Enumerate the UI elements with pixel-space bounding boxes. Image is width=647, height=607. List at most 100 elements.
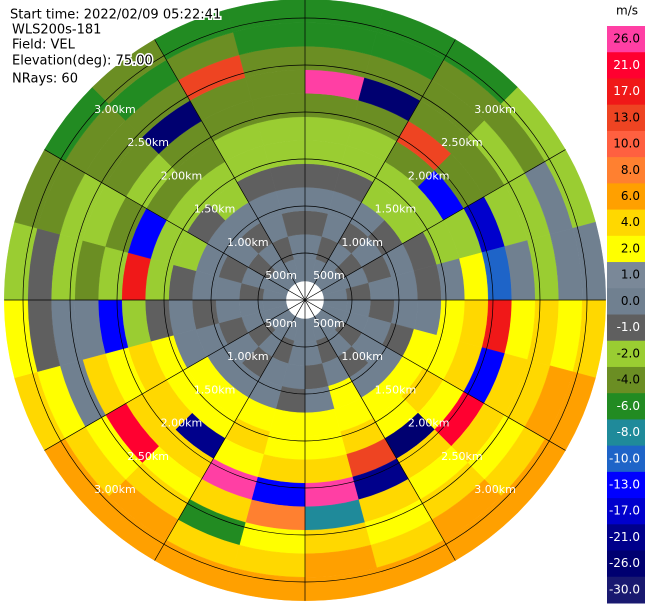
elevation: Elevation(deg): 75.00 xyxy=(12,54,153,69)
colorbar-label: -13.0 xyxy=(609,477,640,491)
gate-cell xyxy=(304,163,341,192)
range-ring xyxy=(210,205,400,395)
range-ring-label: 1.00km xyxy=(227,236,269,249)
gate-cell xyxy=(413,264,442,301)
range-ring-label: 500m xyxy=(265,317,297,330)
range-ring-label: 2.50km xyxy=(441,136,483,149)
colorbar-swatch xyxy=(607,26,645,53)
colorbar-swatch xyxy=(607,419,645,447)
colorbar-label: -4.0 xyxy=(617,373,640,387)
colorbar-label: -30.0 xyxy=(609,582,640,596)
radial-line xyxy=(154,39,306,301)
colorbar-label: -21.0 xyxy=(609,530,640,544)
gate-cell xyxy=(269,408,306,437)
colorbar-swatch xyxy=(607,235,645,263)
colorbar-swatch xyxy=(607,288,645,315)
colorbar-label: 2.0 xyxy=(621,241,640,255)
colorbar-swatch xyxy=(607,524,645,552)
colorbar-swatch xyxy=(607,262,645,289)
gate-cell xyxy=(168,264,197,301)
colorbar-label: -6.0 xyxy=(617,399,640,413)
range-ring xyxy=(69,64,541,536)
gate-cell xyxy=(304,408,341,437)
colorbar-label: 13.0 xyxy=(613,110,640,124)
ppi-plot xyxy=(3,0,607,602)
range-ring-label: 2.50km xyxy=(127,136,169,149)
colorbar-label: -8.0 xyxy=(617,425,640,439)
radial-line xyxy=(304,39,456,301)
range-ring xyxy=(22,17,588,583)
range-ring-label: 1.50km xyxy=(194,383,236,396)
range-ring-label: 1.00km xyxy=(341,350,383,363)
range-ring-label: 2.50km xyxy=(441,450,483,463)
colorbar-swatch xyxy=(607,366,645,394)
colorbar-swatch xyxy=(607,183,645,211)
colorbar-swatch xyxy=(607,498,645,525)
colorbar-swatch xyxy=(607,550,645,578)
range-ring-label: 3.00km xyxy=(94,483,136,496)
colorbar-swatch xyxy=(607,314,645,342)
colorbar-label: -17.0 xyxy=(609,504,640,518)
radial-line xyxy=(304,299,456,561)
range-ring-label: 2.00km xyxy=(161,417,203,430)
range-ring xyxy=(257,252,353,348)
colorbar-swatch xyxy=(607,52,645,79)
colorbar-title: m/s xyxy=(616,4,638,18)
range-ring-label: 500m xyxy=(313,269,345,282)
range-ring-label: 1.00km xyxy=(341,236,383,249)
colorbar-swatch xyxy=(607,471,645,499)
range-ring-label: 500m xyxy=(265,269,297,282)
colorbar-label: 4.0 xyxy=(621,215,640,229)
colorbar-label: 26.0 xyxy=(613,32,640,46)
colorbar-label: 1.0 xyxy=(621,268,640,282)
colorbar-label: 17.0 xyxy=(613,84,640,98)
field: Field: VEL xyxy=(12,38,76,53)
radial-line xyxy=(304,299,566,451)
gate-cell xyxy=(269,163,306,192)
range-ring xyxy=(163,158,447,442)
colorbar-label: -26.0 xyxy=(609,556,640,570)
start-time: Start time: 2022/02/09 05:22:41 xyxy=(10,8,221,23)
colorbar-label: -1.0 xyxy=(617,320,640,334)
colorbar-label: -2.0 xyxy=(617,346,640,360)
range-ring-label: 2.50km xyxy=(127,450,169,463)
radial-line xyxy=(304,149,566,301)
gate-cell xyxy=(168,299,197,336)
radial-line xyxy=(154,299,306,561)
range-ring-label: 1.00km xyxy=(227,350,269,363)
gate-cell xyxy=(413,299,442,336)
colorbar-label: 8.0 xyxy=(621,163,640,177)
colorbar-label: 0.0 xyxy=(621,294,640,308)
range-ring-label: 1.50km xyxy=(375,203,417,216)
range-ring-label: 2.00km xyxy=(408,417,450,430)
colorbar-swatch xyxy=(607,104,645,132)
range-ring-label: 3.00km xyxy=(474,483,516,496)
range-ring-label: 2.00km xyxy=(161,169,203,182)
colorbar-swatch xyxy=(607,340,645,368)
radial-line xyxy=(44,149,306,301)
range-ring-label: 2.00km xyxy=(408,169,450,182)
colorbar-swatch xyxy=(607,130,645,158)
nrays: NRays: 60 xyxy=(12,72,78,87)
radial-line xyxy=(44,299,306,451)
colorbar-swatch xyxy=(607,157,645,184)
colorbar-label: 21.0 xyxy=(613,58,640,72)
colorbar-swatch xyxy=(607,393,645,420)
colorbar-swatch xyxy=(607,209,645,237)
range-ring-label: 1.50km xyxy=(194,203,236,216)
range-ring xyxy=(116,111,494,489)
range-ring-label: 1.50km xyxy=(375,383,417,396)
range-ring-label: 3.00km xyxy=(474,103,516,116)
instrument: WLS200s-181 xyxy=(12,23,101,38)
colorbar-label: -10.0 xyxy=(609,451,640,465)
colorbar-swatch xyxy=(607,576,645,604)
colorbar-swatch xyxy=(607,445,645,473)
range-ring-label: 3.00km xyxy=(94,103,136,116)
grid: 500m 500m 500m 500m 1.00km 1.00km 1.00km 1.00km… xyxy=(4,0,606,601)
colorbar-label: 6.0 xyxy=(621,189,640,203)
colorbar-label: 10.0 xyxy=(613,137,640,151)
range-ring-label: 500m xyxy=(313,317,345,330)
colorbar-swatch xyxy=(607,78,645,106)
colorbar: m/s 26.0 21.0 17.0 13.0 10.0 8.0 6.0 4.0 2.0 1.0 0.… xyxy=(607,4,645,604)
